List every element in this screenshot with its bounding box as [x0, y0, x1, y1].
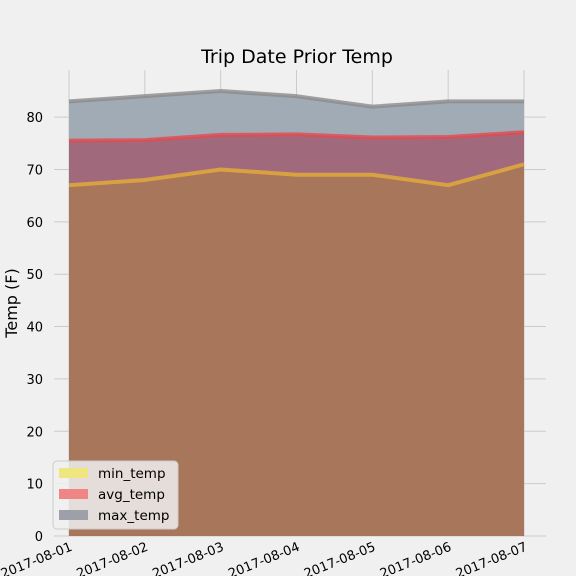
y-tick-label: 70 [26, 163, 43, 178]
area-fills [69, 90, 524, 536]
min-temp-legend-swatch [59, 468, 88, 478]
min-temp-legend-label: min_temp [98, 466, 166, 482]
y-tick-label: 0 [35, 530, 43, 545]
avg-temp-line [68, 130, 525, 143]
y-tick-label: 50 [26, 268, 43, 283]
y-tick-label: 40 [26, 321, 43, 336]
chart-title: Trip Date Prior Temp [200, 46, 393, 68]
max-temp-legend-label: max_temp [98, 508, 169, 524]
y-tick-labels: 0 10 20 30 40 50 60 70 80 [26, 111, 43, 545]
series-lines [68, 88, 525, 188]
avg-temp-legend-label: avg_temp [98, 487, 165, 503]
min-temp-area [69, 164, 524, 536]
avg-temp-legend-swatch [59, 489, 88, 499]
y-tick-label: 10 [26, 478, 43, 493]
legend: min_temp avg_temp max_temp [52, 460, 179, 530]
max-temp-legend-swatch [59, 510, 88, 520]
y-tick-label: 60 [26, 216, 43, 231]
min-temp-line [68, 162, 525, 188]
y-tick-label: 80 [26, 111, 43, 126]
y-tick-label: 30 [26, 373, 43, 388]
y-axis-label: Temp (F) [2, 268, 21, 338]
y-tick-label: 20 [26, 425, 43, 440]
max-temp-line [68, 88, 524, 109]
